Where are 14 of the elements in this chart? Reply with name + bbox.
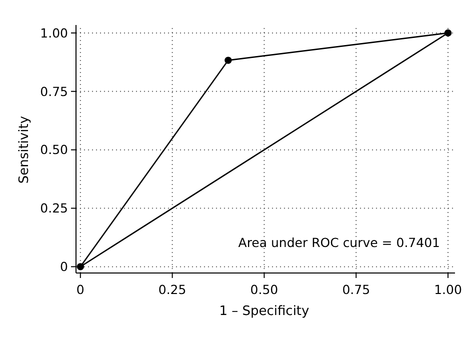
point xyxy=(224,56,232,64)
annotation: Area under ROC curve = 0.7401 xyxy=(238,234,440,250)
x-tick-label: 1.00 xyxy=(434,282,462,297)
x-tick-label: 0.50 xyxy=(250,282,278,297)
y-tick-label: 0.50 xyxy=(40,142,68,158)
y-tick-label: 0 xyxy=(60,259,68,274)
y-axis-title: Sensitivity xyxy=(17,116,32,184)
y-tick-label: 0.75 xyxy=(40,84,68,99)
x-tick-label: 0.25 xyxy=(158,282,186,297)
y-tick-label: 1.00 xyxy=(40,25,68,40)
x-axis-title: 1 – Specificity xyxy=(219,304,310,319)
x-tick-label: 0.75 xyxy=(342,282,370,297)
y-tick-label: 0.25 xyxy=(40,200,68,216)
x-tick-label: 0 xyxy=(76,282,84,297)
